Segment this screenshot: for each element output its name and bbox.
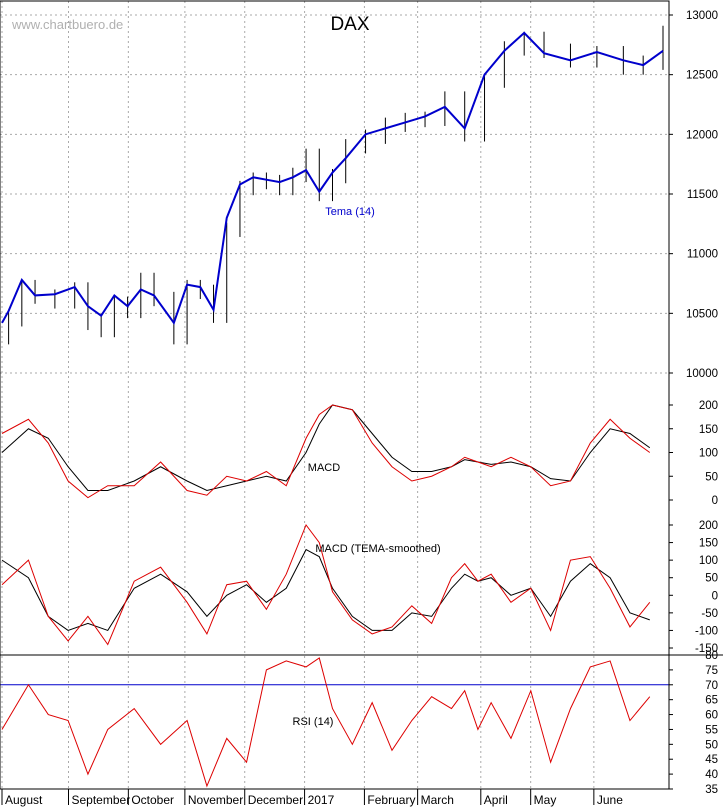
month-label: 2017: [308, 793, 335, 807]
chart-title: DAX: [330, 14, 369, 35]
indicator-line: [1, 657, 651, 788]
y-tick-label: 60: [705, 710, 718, 722]
y-tick-label: 12000: [686, 129, 718, 141]
y-tick-label: 100: [699, 555, 718, 567]
y-tick-label: 0: [712, 495, 718, 507]
y-tick-label: 200: [699, 520, 718, 532]
y-tick-label: 12500: [686, 70, 718, 82]
panel-label: RSI (14): [293, 716, 334, 728]
y-tick-label: 40: [705, 769, 718, 781]
indicator-line: [1, 404, 651, 499]
signal-line: [1, 548, 650, 632]
y-tick-label: -100: [695, 625, 718, 637]
y-tick-label: 150: [699, 538, 718, 550]
y-tick-label: 200: [699, 400, 718, 412]
indicator-line: [1, 523, 651, 646]
y-tick-label: 55: [705, 724, 718, 736]
month-label: September: [72, 793, 131, 807]
tema-line: [1, 31, 664, 326]
y-tick-label: 10000: [686, 368, 718, 380]
y-tick-label: 150: [699, 424, 718, 436]
y-tick-label: 50: [705, 739, 718, 751]
y-tick-label: 50: [705, 471, 718, 483]
y-tick-label: 70: [705, 680, 718, 692]
panel-label: MACD: [308, 462, 340, 474]
y-tick-label: 80: [705, 650, 718, 662]
month-label: October: [131, 793, 174, 807]
month-label: February: [367, 793, 415, 807]
y-tick-label: 75: [705, 665, 718, 677]
watermark: www.chartbuero.de: [11, 17, 123, 32]
month-label: June: [597, 793, 623, 807]
y-tick-label: 45: [705, 754, 718, 766]
month-label: August: [5, 793, 43, 807]
y-tick-label: 11500: [687, 189, 718, 201]
panel-label: MACD (TEMA-smoothed): [315, 543, 440, 555]
y-tick-label: 100: [699, 448, 718, 460]
panels: Tema (14) MACD MACD (TEMA-smoothed) RSI (14…: [0, 25, 669, 788]
y-tick-label: 65: [705, 695, 718, 707]
y-tick-label: 10500: [686, 308, 718, 320]
y-tick-label: 0: [712, 590, 718, 602]
month-label: March: [421, 793, 454, 807]
month-label: May: [534, 793, 557, 807]
panel-label: Tema (14): [325, 206, 375, 218]
grid: [0, 1, 723, 789]
right-axis: 10000 10500 11000 11500 12000 12500 13000 0 50 10…: [669, 10, 718, 796]
y-tick-label: -150: [695, 643, 718, 655]
y-tick-label: 50: [705, 573, 718, 585]
y-tick-label: 13000: [686, 10, 718, 22]
y-tick-label: -50: [701, 608, 718, 620]
month-label: November: [188, 793, 243, 807]
month-label: April: [484, 793, 508, 807]
y-tick-label: 35: [705, 784, 718, 796]
plot-border: [0, 0, 670, 790]
y-tick-label: 11000: [687, 249, 718, 261]
month-label: December: [248, 793, 303, 807]
